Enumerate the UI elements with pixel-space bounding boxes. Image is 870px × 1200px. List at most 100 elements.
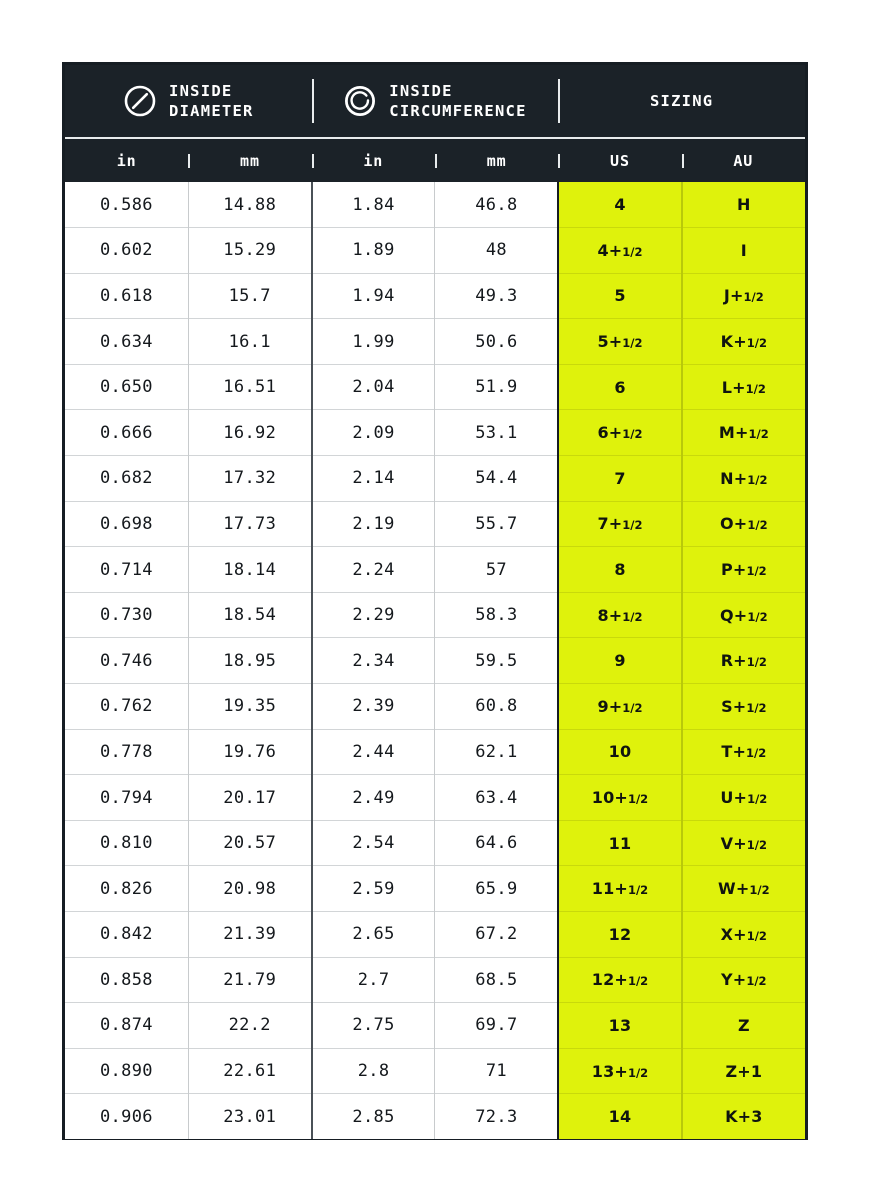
cell-circumference-mm: 54.4 bbox=[434, 455, 559, 502]
group-header-sizing: SIZING bbox=[558, 65, 805, 138]
half-fraction: 1/2 bbox=[622, 427, 643, 442]
cell-circumference-mm: 62.1 bbox=[434, 728, 559, 775]
cell-diameter-in: 0.874 bbox=[65, 1002, 189, 1049]
cell-diameter-mm: 19.76 bbox=[187, 728, 312, 775]
cell-circumference-mm: 46.8 bbox=[434, 182, 559, 228]
cell-size-us: 12 bbox=[557, 911, 682, 958]
cell-size-us: 13+1/2 bbox=[557, 1047, 682, 1094]
half-fraction: 1/2 bbox=[746, 928, 767, 943]
cell-size-au: W+1/2 bbox=[680, 865, 805, 912]
cell-diameter-mm: 17.73 bbox=[187, 500, 312, 547]
cell-diameter-mm: 18.95 bbox=[187, 637, 312, 684]
cell-size-us: 9+1/2 bbox=[557, 683, 682, 730]
cell-size-au: V+1/2 bbox=[680, 819, 805, 866]
cell-circumference-in: 2.09 bbox=[310, 409, 435, 456]
table-row: 0.618 15.7 1.94 49.3 5 J+1/2 bbox=[65, 272, 805, 319]
unit-header-au: AU bbox=[681, 137, 805, 182]
group-label-sizing: SIZING bbox=[649, 91, 714, 110]
ring-size-table-container: INSIDE DIAMETER INSIDE CIRCUMFERENCE bbox=[62, 62, 808, 1140]
cell-size-au: Z bbox=[680, 1002, 805, 1049]
cell-circumference-in: 2.24 bbox=[310, 546, 435, 593]
cell-size-us: 10+1/2 bbox=[557, 774, 682, 821]
half-fraction: 1/2 bbox=[743, 290, 764, 305]
cell-size-au: K+3 bbox=[680, 1093, 805, 1140]
half-fraction: 1/2 bbox=[622, 336, 643, 351]
cell-diameter-in: 0.586 bbox=[65, 182, 189, 228]
cell-circumference-in: 2.59 bbox=[310, 865, 435, 912]
cell-size-au: Y+1/2 bbox=[680, 956, 805, 1003]
cell-circumference-mm: 64.6 bbox=[434, 819, 559, 866]
cell-diameter-mm: 23.01 bbox=[187, 1093, 312, 1140]
half-fraction: 1/2 bbox=[748, 427, 769, 442]
half-fraction: 1/2 bbox=[746, 837, 767, 852]
cell-diameter-in: 0.858 bbox=[65, 956, 189, 1003]
unit-header-row: in mm in mm US AU bbox=[65, 137, 805, 182]
cell-diameter-in: 0.634 bbox=[65, 318, 189, 365]
half-fraction: 1/2 bbox=[749, 883, 770, 898]
cell-size-us: 11 bbox=[557, 819, 682, 866]
cell-size-us: 12+1/2 bbox=[557, 956, 682, 1003]
half-fraction: 1/2 bbox=[627, 792, 649, 807]
table-row: 0.794 20.17 2.49 63.4 10+1/2 U+1/2 bbox=[65, 774, 805, 821]
cell-diameter-mm: 15.7 bbox=[187, 272, 312, 319]
cell-circumference-in: 2.29 bbox=[310, 591, 435, 638]
cell-circumference-mm: 65.9 bbox=[434, 865, 559, 912]
cell-diameter-mm: 18.14 bbox=[187, 546, 312, 593]
cell-diameter-mm: 17.32 bbox=[187, 455, 312, 502]
cell-circumference-in: 2.49 bbox=[310, 774, 435, 821]
cell-circumference-in: 2.44 bbox=[310, 728, 435, 775]
cell-size-au: L+1/2 bbox=[680, 363, 805, 410]
cell-diameter-in: 0.650 bbox=[65, 363, 189, 410]
cell-diameter-in: 0.794 bbox=[65, 774, 189, 821]
ring-size-table: INSIDE DIAMETER INSIDE CIRCUMFERENCE bbox=[65, 65, 805, 1140]
half-fraction: 1/2 bbox=[622, 244, 643, 259]
half-fraction: 1/2 bbox=[627, 974, 649, 989]
cell-diameter-in: 0.698 bbox=[65, 500, 189, 547]
cell-circumference-in: 2.65 bbox=[310, 911, 435, 958]
table-row: 0.714 18.14 2.24 57 8 P+1/2 bbox=[65, 546, 805, 593]
cell-circumference-mm: 72.3 bbox=[434, 1093, 559, 1140]
table-row: 0.810 20.57 2.54 64.6 11 V+1/2 bbox=[65, 819, 805, 866]
cell-diameter-in: 0.826 bbox=[65, 865, 189, 912]
cell-circumference-mm: 69.7 bbox=[434, 1002, 559, 1049]
group-header-inside-circumference: INSIDE CIRCUMFERENCE bbox=[311, 65, 559, 138]
half-fraction: 1/2 bbox=[627, 883, 649, 898]
cell-size-au: R+1/2 bbox=[680, 637, 805, 684]
table-row: 0.842 21.39 2.65 67.2 12 X+1/2 bbox=[65, 911, 805, 958]
cell-diameter-in: 0.890 bbox=[65, 1047, 189, 1094]
cell-diameter-mm: 16.1 bbox=[187, 318, 312, 365]
cell-size-us: 6 bbox=[557, 363, 682, 410]
group-label-inside-diameter: INSIDE DIAMETER bbox=[169, 81, 254, 120]
table-head: INSIDE DIAMETER INSIDE CIRCUMFERENCE bbox=[65, 65, 805, 182]
cell-size-us: 14 bbox=[557, 1093, 682, 1140]
cell-circumference-mm: 68.5 bbox=[434, 956, 559, 1003]
table-row: 0.762 19.35 2.39 60.8 9+1/2 S+1/2 bbox=[65, 683, 805, 730]
table-row: 0.586 14.88 1.84 46.8 4 H bbox=[65, 182, 805, 228]
cell-diameter-in: 0.906 bbox=[65, 1093, 189, 1140]
cell-size-us: 7 bbox=[557, 455, 682, 502]
unit-label-circumference-mm: mm bbox=[434, 140, 558, 182]
cell-size-us: 9 bbox=[557, 637, 682, 684]
cell-size-us: 4+1/2 bbox=[557, 227, 682, 274]
cell-circumference-in: 2.7 bbox=[310, 956, 435, 1003]
cell-size-au: J+1/2 bbox=[680, 272, 805, 319]
half-fraction: 1/2 bbox=[745, 381, 766, 396]
cell-size-us: 5 bbox=[557, 272, 682, 319]
cell-circumference-mm: 49.3 bbox=[434, 272, 559, 319]
cell-diameter-in: 0.810 bbox=[65, 819, 189, 866]
cell-size-au: M+1/2 bbox=[680, 409, 805, 456]
group-header-inside-diameter: INSIDE DIAMETER bbox=[65, 65, 312, 138]
unit-label-au: AU bbox=[681, 140, 805, 182]
cell-diameter-in: 0.730 bbox=[65, 591, 189, 638]
cell-circumference-mm: 71 bbox=[434, 1047, 559, 1094]
cell-size-us: 4 bbox=[557, 182, 682, 228]
half-fraction: 1/2 bbox=[747, 472, 768, 487]
unit-header-us: US bbox=[558, 137, 682, 182]
unit-label-us: US bbox=[558, 140, 681, 182]
cell-diameter-mm: 21.79 bbox=[187, 956, 312, 1003]
cell-circumference-in: 2.04 bbox=[310, 363, 435, 410]
cell-size-au: I bbox=[680, 227, 805, 274]
cell-size-us: 6+1/2 bbox=[557, 409, 682, 456]
cell-diameter-mm: 20.98 bbox=[187, 865, 312, 912]
